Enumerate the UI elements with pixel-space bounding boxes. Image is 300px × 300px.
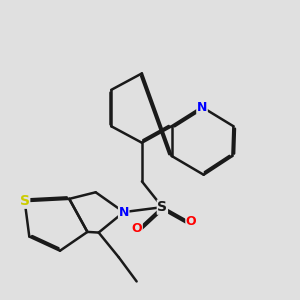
Text: N: N [197, 100, 207, 114]
Text: S: S [158, 200, 167, 214]
Text: O: O [132, 222, 142, 235]
Text: N: N [118, 206, 129, 219]
Text: S: S [20, 194, 30, 208]
Text: O: O [186, 215, 196, 229]
